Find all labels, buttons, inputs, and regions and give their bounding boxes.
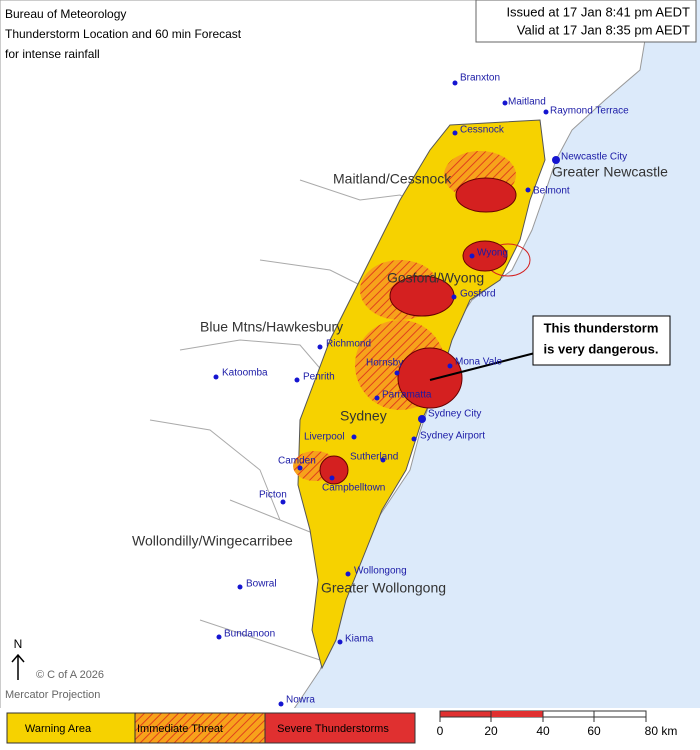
town-label: Sydney City [428,409,481,420]
town-dot [394,370,400,376]
town-dot [216,634,222,640]
legend-swatch [6,712,136,744]
town-label: Penrith [303,372,335,383]
town-dot [337,639,343,645]
town-dot [374,395,380,401]
town-label: Bowral [246,579,277,590]
region-label: Wollondilly/Wingecarribee [132,533,293,549]
scale-segment [491,711,543,717]
town-label: Branxton [460,73,500,84]
town-label: Nowra [286,695,315,706]
town-dot [351,434,357,440]
town-label: Picton [259,490,287,501]
legend-swatch [134,712,266,744]
scale-label: 40 [536,724,550,738]
town-dot [552,156,560,164]
town-label: Gosford [460,289,496,300]
legend-swatch [264,712,416,744]
storm-cell [397,347,463,409]
callout-text: is very dangerous. [544,341,659,356]
town-dot [317,344,323,350]
issue-box [475,0,697,43]
town-dot [297,465,303,471]
legend-label: Immediate Threat [137,723,223,735]
town-label: Maitland [508,97,546,108]
town-dot [280,499,286,505]
scale-label: 60 [587,724,601,738]
town-dot [418,415,426,423]
callout-box [532,315,671,366]
callout-pointer [429,352,536,381]
town-dot [447,363,453,369]
north-arrow [11,653,25,680]
legend-label: Severe Thunderstorms [277,723,389,735]
town-dot [543,109,549,115]
storm-cell [455,177,517,213]
scale-label: 0 [437,724,444,738]
subtitle: Thunderstorm Location and 60 min Forecas… [5,27,242,41]
town-dot [469,253,475,259]
region-label: Blue Mtns/Hawkesbury [200,319,343,335]
callout-text: This thunderstorm [544,320,659,335]
region-label: Greater Newcastle [552,164,668,180]
town-dot [452,80,458,86]
valid-time: Valid at 17 Jan 8:35 pm AEDT [517,22,690,37]
town-dot [451,294,457,300]
town-dot [411,436,417,442]
legend-label: Warning Area [25,723,92,735]
region-label: Gosford/Wyong [387,270,484,286]
scale-segment [439,710,492,718]
projection: Mercator Projection [5,689,100,701]
north-label: N [14,637,23,651]
town-label: Liverpool [304,432,345,443]
region-label: Maitland/Cessnock [333,171,452,187]
town-label: Katoomba [222,368,268,379]
town-label: Bundanoon [224,629,275,640]
town-dot [213,374,219,380]
town-label: Wollongong [354,566,407,577]
town-label: Sydney Airport [420,431,485,442]
town-label: Hornsby [366,358,403,369]
town-label: Campbelltown [322,483,385,494]
town-label: Camden [278,456,316,467]
town-label: Sutherland [350,452,398,463]
town-dot [452,130,458,136]
town-label: Newcastle City [561,152,627,163]
scale-label: 20 [484,724,498,738]
town-dot [329,475,335,481]
storms [293,151,531,485]
town-label: Mona Vale [455,357,503,368]
town-dot [345,571,351,577]
town-label: Wyong [477,248,508,259]
storm-cell [319,455,349,485]
town-label: Belmont [533,186,570,197]
town-dot [502,100,508,106]
storm-cell [462,240,508,272]
town-label: Raymond Terrace [550,106,629,117]
title: Bureau of Meteorology [5,7,126,21]
region-label: Greater Wollongong [321,580,446,596]
town-dot [237,584,243,590]
town-dot [278,701,284,707]
town-label: Richmond [326,339,371,350]
issued-time: Issued at 17 Jan 8:41 pm AEDT [506,4,690,19]
subtitle: for intense rainfall [5,47,100,61]
scale-label: 80 km [645,724,678,738]
town-dot [380,457,386,463]
copyright: © C of A 2026 [36,669,104,681]
town-label: Kiama [345,634,374,645]
town-dot [294,377,300,383]
town-label: Parramatta [382,390,432,401]
region-label: Sydney [340,408,387,424]
town-label: Cessnock [460,125,505,136]
town-dot [525,187,531,193]
